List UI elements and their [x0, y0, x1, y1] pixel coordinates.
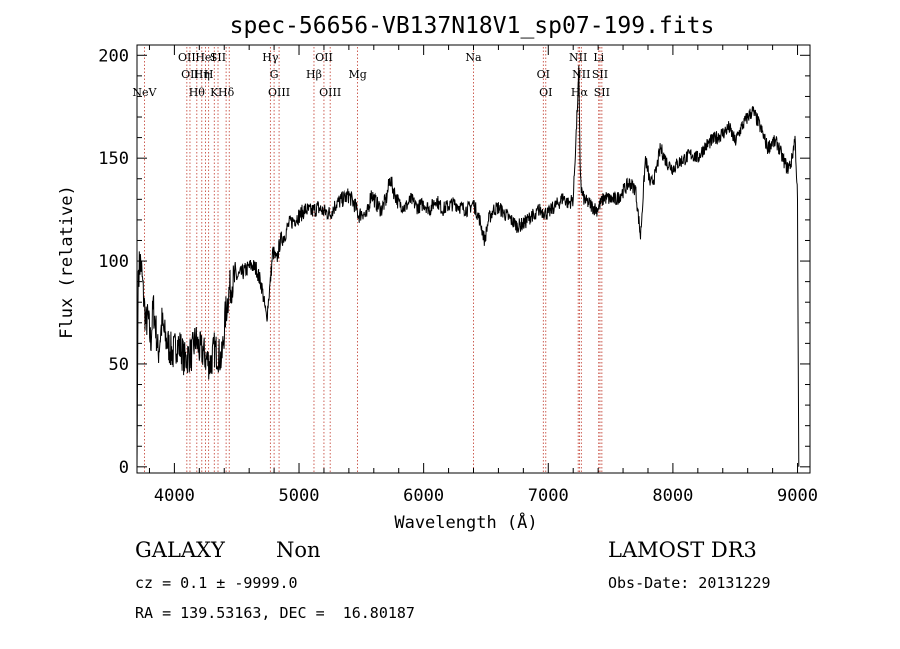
x-axis-label: Wavelength (Å)	[394, 511, 537, 533]
line-label: OII	[315, 51, 333, 64]
line-label: OIII	[268, 86, 290, 99]
line-label: Hδ	[218, 86, 235, 99]
line-label: Hα	[571, 86, 589, 99]
x-tick-label: 4000	[154, 486, 195, 506]
line-label: HeI	[195, 51, 215, 64]
y-tick-label: 0	[119, 458, 129, 478]
x-tick-label: 7000	[528, 486, 569, 506]
line-label: OII	[181, 68, 199, 81]
y-axis-label: Flux (relative)	[57, 185, 77, 339]
object-class: GALAXY	[135, 538, 225, 562]
line-label: Hβ	[306, 68, 322, 81]
line-label: H	[204, 68, 214, 81]
redshift-text: cz = 0.1 ± -9999.0	[135, 574, 298, 592]
line-label: G	[270, 68, 279, 81]
x-axis: 4000 5000 6000 7000 8000 9000	[148, 45, 818, 506]
line-label: NII	[572, 68, 590, 81]
line-label: NeV	[132, 86, 157, 99]
line-label: NII	[569, 51, 587, 64]
coordinates: RA = 139.53163, DEC = 16.80187	[135, 604, 415, 622]
spectrum-line	[136, 65, 800, 467]
y-axis: 0 50 100 150 200	[98, 46, 810, 478]
line-label: OI	[537, 68, 550, 81]
line-label: K	[210, 86, 219, 99]
line-label: Hη	[194, 68, 210, 81]
y-tick-label: 100	[98, 252, 129, 272]
x-tick-label: 9000	[777, 486, 818, 506]
obs-date: Obs-Date: 20131229	[608, 574, 771, 592]
line-label: OII	[178, 51, 196, 64]
y-tick-label: 200	[98, 46, 129, 66]
object-subclass: Non	[276, 538, 321, 562]
line-label: SII	[592, 68, 608, 81]
x-tick-label: 6000	[403, 486, 444, 506]
line-label: OIII	[319, 86, 341, 99]
line-label: Na	[465, 51, 482, 64]
line-label: SII	[594, 86, 610, 99]
line-label: Hθ	[189, 86, 206, 99]
y-tick-label: 50	[109, 355, 129, 375]
line-label: Mg	[348, 68, 366, 81]
line-label: Hγ	[262, 51, 279, 64]
line-label: Li	[593, 51, 604, 64]
x-tick-label: 5000	[279, 486, 320, 506]
y-tick-label: 150	[98, 149, 129, 169]
spectral-line-markers	[144, 47, 603, 473]
survey-name: LAMOST DR3	[608, 538, 757, 562]
line-label: OI	[539, 86, 552, 99]
x-tick-label: 8000	[652, 486, 693, 506]
chart-title: spec-56656-VB137N18V1_sp07-199.fits	[230, 13, 715, 39]
line-label: SII	[210, 51, 226, 64]
